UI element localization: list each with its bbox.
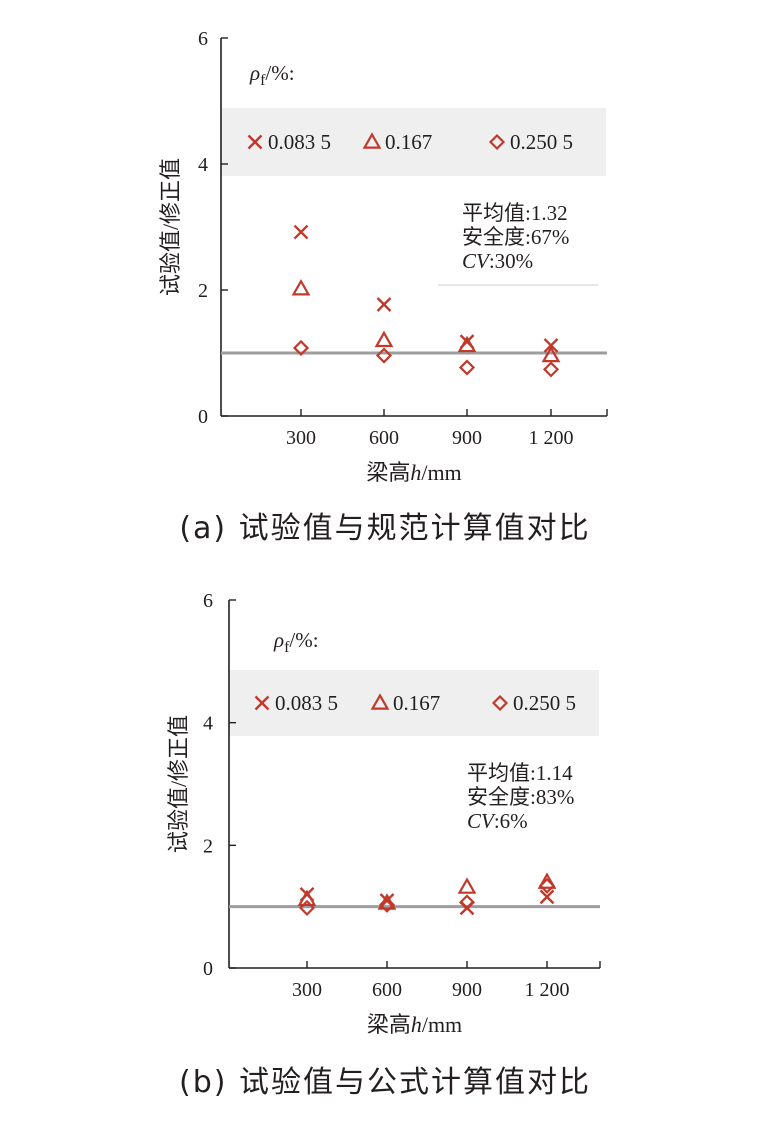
chart-panel-b: 0 2 4 6 300 600 900 1 200 ρf/%: 0.083 5 0.167 0.250… [166,590,601,1100]
data-point-cross [543,338,559,353]
y-tick-label: 4 [203,713,213,735]
legend-marker-cross [247,134,263,150]
stats-line: 平均值:1.14 [467,761,573,785]
legend-title: ρf/%: [249,61,295,89]
legend-label: 0.250 5 [510,130,573,154]
x-tick-label: 900 [452,979,482,1001]
legend-title: ρf/%: [273,628,319,656]
y-tick-label: 0 [198,406,208,428]
stats-line: CV:6% [467,809,528,833]
legend-label: 0.083 5 [275,691,338,715]
data-point-diamond [298,899,316,916]
x-tick-label: 900 [452,427,482,449]
data-point-diamond [538,877,556,894]
data-point-triangle [457,877,477,894]
data-point-cross [293,224,309,240]
y-tick-label: 6 [203,590,213,612]
legend-marker-diamond [491,694,509,712]
stats-line: 安全度:83% [467,785,574,809]
legend-label: 0.250 5 [513,691,576,715]
data-point-diamond [292,339,310,357]
data-point-diamond [542,361,560,378]
y-tick-label: 4 [198,154,208,176]
x-tick-label: 600 [372,979,402,1001]
y-tick-label: 6 [198,28,208,50]
data-point-triangle [297,889,317,907]
y-tick-label: 2 [203,835,213,857]
x-tick-label: 600 [369,427,399,449]
figure-caption: (a) 试验值与规范计算值对比 [179,511,590,546]
data-point-diamond [375,347,393,364]
figure-caption: (b) 试验值与公式计算值对比 [179,1065,591,1100]
data-point-cross [539,889,555,905]
legend-marker-triangle [370,693,390,710]
data-point-triangle [374,330,394,348]
legend-box [221,108,606,176]
legend-box [229,670,599,736]
chart-panel-a: 0 2 4 6 300 600 900 1 200 ρf/%: 0.083 5 0.167 0.250… [158,28,608,546]
stats-line: 平均值:1.32 [462,201,568,225]
y-tick-label: 2 [198,280,208,302]
legend-label: 0.167 [393,691,440,715]
legend-label: 0.167 [385,130,432,154]
legend-marker-diamond [488,133,506,151]
x-tick-label: 300 [292,979,322,1001]
y-axis-title: 试验值/修正值 [166,715,191,853]
x-tick-label: 1 200 [525,979,570,1001]
stats-line: 安全度:67% [462,225,569,249]
x-axis-title: 梁高h/mm [366,460,461,485]
stats-line: CV:30% [462,249,533,273]
legend-marker-cross [254,695,270,711]
x-tick-label: 300 [286,427,316,449]
y-tick-label: 0 [203,958,213,980]
data-point-diamond [458,359,476,376]
y-axis-title: 试验值/修正值 [158,158,183,296]
data-point-diamond [458,894,476,911]
data-point-triangle [457,335,477,353]
x-axis-title: 梁高h/mm [367,1012,462,1037]
data-point-triangle [291,279,311,296]
legend-label: 0.083 5 [268,130,331,154]
data-point-diamond [378,896,396,913]
data-point-triangle [537,872,557,889]
data-point-cross [376,297,392,312]
data-point-triangle [541,345,561,363]
x-tick-label: 1 200 [529,427,574,449]
legend-marker-triangle [362,132,382,149]
